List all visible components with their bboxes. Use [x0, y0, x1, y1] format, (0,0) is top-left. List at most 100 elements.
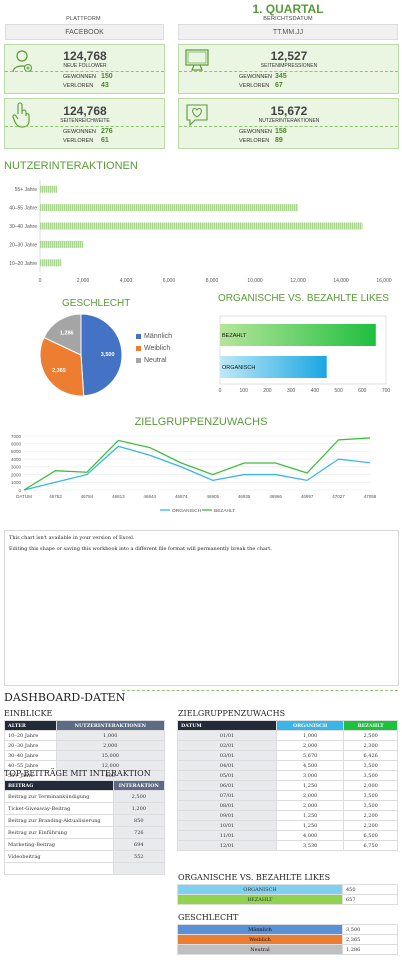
cell: 1,250	[275, 820, 345, 831]
bar	[220, 356, 327, 378]
lost-value: 43	[101, 82, 109, 89]
cell: 09/01	[177, 810, 277, 821]
legend-neutral: Neutral	[136, 354, 172, 366]
cell: 06/01	[177, 780, 277, 791]
bar	[220, 324, 376, 346]
cell: 10–20 Jahre	[4, 730, 57, 741]
cell: 5,670	[275, 750, 345, 761]
cell: Videobeitrag	[4, 850, 114, 863]
platform-value[interactable]: FACEBOOK	[5, 24, 164, 40]
platform-label: PLATTFORM	[66, 16, 101, 22]
interactions-bar-chart: 55+ Jahre 40–55 Jahre 30–40 Jahre 20–30 Jah…	[9, 180, 392, 284]
chart-placeholder-box[interactable]: This chart isn't available in your versi…	[4, 530, 399, 686]
table-row: 30–40 Jahre 15,000	[4, 750, 166, 761]
gained-label: GEWONNEN	[239, 129, 272, 135]
kpi-card-interactions: 15,672 NUTZERINTERAKTIONEN GEWONNEN 158 …	[178, 98, 399, 149]
data-label: 2,365	[52, 368, 66, 374]
legend-label: Neutral	[144, 356, 167, 364]
cell: 2,500	[112, 790, 166, 803]
cell: Marketing-Beitrag	[4, 838, 114, 851]
cell: 03/01	[177, 750, 277, 761]
tick-label: 2,000	[77, 278, 90, 284]
kpi-label: SEITENREICHWEITE	[60, 118, 110, 124]
table-row: Weiblich 2,365	[177, 934, 398, 945]
pie-slice	[43, 313, 82, 356]
cell: 30–40 Jahre	[4, 750, 57, 761]
lost-label: VERLOREN	[63, 138, 94, 144]
cell: 01/01	[177, 730, 277, 741]
likes-chart-title: ORGANISCHE VS. BEZAHLTE LIKES	[218, 293, 389, 304]
tick-label: 700	[382, 388, 391, 394]
category-label: ORGANISCH	[222, 365, 255, 371]
tick-label: 500	[334, 388, 343, 394]
lost-value: 67	[275, 82, 283, 89]
date-value[interactable]: TT.MM.JJ	[178, 24, 398, 40]
cell: 1,250	[275, 810, 345, 821]
legend-female: Weiblich	[136, 342, 172, 354]
tick-label: DATUM	[16, 494, 32, 499]
table-row: ORGANISCH 450	[177, 884, 398, 895]
bar	[40, 240, 83, 248]
cell: 3,530	[275, 840, 345, 851]
gained-value: 276	[101, 128, 113, 135]
category-label: 20–30 Jahre	[9, 242, 37, 248]
table-row: 10–20 Jahre 1,000	[4, 730, 166, 741]
cell: 08/01	[177, 800, 277, 811]
cell: 552	[112, 850, 166, 863]
tick-label: 300	[287, 388, 296, 394]
cell: 10/01	[177, 820, 277, 831]
cell: 3,500	[343, 800, 398, 811]
table-row: 04/01 4,500 3,500	[177, 760, 398, 771]
cell: ORGANISCH	[177, 884, 343, 895]
cell: 05/01	[177, 770, 277, 781]
cell: 2,000	[55, 740, 166, 751]
cell: 2,000	[275, 790, 345, 801]
placeholder-line-1: This chart isn't available in your versi…	[9, 535, 135, 541]
cell: Männlich	[177, 924, 343, 935]
col-organic: ORGANISCH	[275, 720, 345, 731]
tick-label: 600	[358, 388, 367, 394]
tick-label: 0	[219, 388, 222, 394]
cell: 2,000	[275, 740, 345, 751]
pie-slice	[39, 336, 85, 397]
category-label: BEZAHLT	[222, 333, 247, 339]
table-row	[4, 862, 166, 875]
tick-label: 46753	[49, 494, 62, 499]
table-row: 10/01 1,250 2,200	[177, 820, 398, 831]
table-row: 05/01 3,000 3,500	[177, 770, 398, 781]
likes-table-title: ORGANISCHE VS. BEZAHLTE LIKES	[178, 873, 331, 882]
cell: 726	[112, 826, 166, 839]
legend-label: Männlich	[144, 332, 173, 340]
cell: 657	[342, 894, 398, 905]
tick-label: 0	[18, 488, 21, 493]
cell: 2,500	[343, 730, 398, 741]
cell: 12/01	[177, 840, 277, 851]
tick-label: 46966	[269, 494, 282, 499]
heart-speech-icon	[186, 104, 208, 127]
gender-table-title: GESCHLECHT	[178, 913, 239, 922]
gained-value: 150	[101, 73, 113, 80]
bar	[40, 222, 363, 230]
cell: 3,500	[343, 760, 398, 771]
legend-label: BEZAHLT	[214, 508, 235, 514]
table-row: 20–30 Jahre 2,000	[4, 740, 166, 751]
growth-table: DATUM ORGANISCH BEZAHLT 01/01 1,000 2,500 02/…	[177, 720, 398, 851]
kpi-value: 124,768	[63, 49, 107, 63]
cell: 3,000	[275, 770, 345, 781]
tick-label: 46844	[144, 494, 157, 499]
tick-label: 47027	[332, 494, 345, 499]
tick-label: 47058	[364, 494, 377, 499]
gained-label: GEWONNEN	[63, 74, 96, 80]
table-row: 08/01 2,000 3,500	[177, 800, 398, 811]
cell: 1,286	[342, 944, 398, 955]
cell: 2,365	[342, 934, 398, 945]
series-line	[23, 445, 371, 491]
cell: 694	[112, 838, 166, 851]
kpi-label: NUTZERINTERAKTIONEN	[258, 118, 320, 124]
pie-slice	[80, 313, 123, 397]
cell: 4,500	[275, 760, 345, 771]
gained-value: 158	[275, 128, 287, 135]
table-row: 06/01 1,250 2,000	[177, 780, 398, 791]
gained-label: GEWONNEN	[239, 74, 272, 80]
kpi-card-impressions: 12,527 SEITENIMPRESSIONEN GEWONNEN 345 V…	[178, 44, 399, 94]
